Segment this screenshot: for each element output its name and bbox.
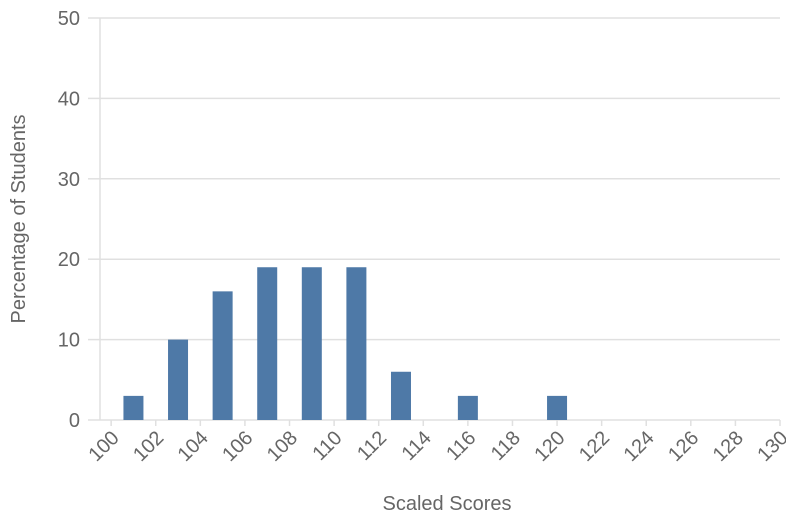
y-tick-label: 50 xyxy=(58,8,80,30)
bar xyxy=(457,395,478,420)
x-tick-label: 126 xyxy=(664,427,703,466)
y-axis-label: Percentage of Students xyxy=(8,114,30,323)
bar xyxy=(547,395,568,420)
x-tick-label: 100 xyxy=(84,427,123,466)
x-tick-label: 122 xyxy=(575,427,614,466)
bar xyxy=(168,339,189,420)
bar xyxy=(212,291,233,420)
y-tick-label: 0 xyxy=(69,410,80,432)
x-tick-label: 114 xyxy=(398,427,436,465)
x-tick-label: 108 xyxy=(263,427,302,466)
x-tick-label: 130 xyxy=(753,427,786,466)
y-tick-label: 20 xyxy=(58,249,80,271)
x-tick-label: 128 xyxy=(709,427,748,466)
x-tick-label: 106 xyxy=(218,427,257,466)
bar xyxy=(301,267,322,420)
x-tick-label: 112 xyxy=(353,427,391,465)
x-tick-label: 124 xyxy=(620,427,659,466)
bar xyxy=(257,267,278,420)
x-tick-label: 118 xyxy=(487,427,525,465)
y-tick-label: 30 xyxy=(58,169,80,191)
y-tick-label: 40 xyxy=(58,88,80,110)
bar xyxy=(390,371,411,420)
x-tick-label: 104 xyxy=(174,427,213,466)
x-tick-label: 120 xyxy=(530,427,569,466)
y-tick-label: 10 xyxy=(58,330,80,352)
x-tick-label: 110 xyxy=(308,427,346,465)
bar xyxy=(346,267,367,420)
x-tick-label: 116 xyxy=(442,427,480,465)
x-axis-label: Scaled Scores xyxy=(383,493,512,515)
bar xyxy=(123,395,144,420)
x-tick-label: 102 xyxy=(129,427,168,466)
